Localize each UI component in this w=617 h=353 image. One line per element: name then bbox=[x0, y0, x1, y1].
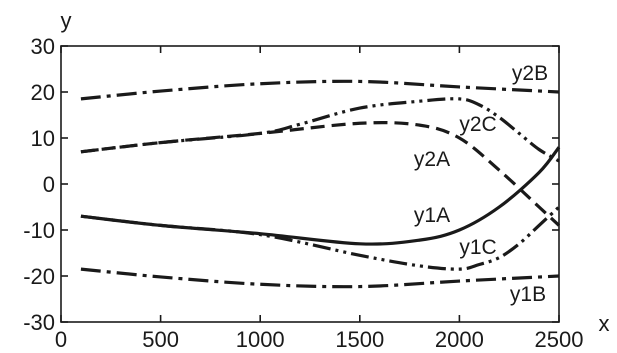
y-tick-label: -10 bbox=[23, 218, 55, 243]
x-tick-label: 1500 bbox=[335, 327, 384, 352]
series-line-y2a bbox=[80, 121, 561, 227]
series-line-y2b bbox=[80, 79, 560, 101]
series-line-y1b bbox=[80, 267, 560, 289]
x-tick-label: 500 bbox=[142, 327, 179, 352]
series-line-y1c bbox=[80, 205, 561, 271]
y-tick-label: -30 bbox=[23, 310, 55, 335]
x-tick-label: 0 bbox=[55, 327, 67, 352]
series-line-y2c bbox=[80, 97, 560, 163]
series-label-y1a: y1A bbox=[414, 204, 450, 227]
y-tick-label: 30 bbox=[31, 34, 55, 59]
x-tick-label: 1000 bbox=[236, 327, 285, 352]
series-label-y1c: y1C bbox=[459, 236, 496, 259]
x-tick-label: 2000 bbox=[435, 327, 484, 352]
series-label-y2a: y2A bbox=[414, 148, 450, 171]
y-axis-title: y bbox=[61, 8, 72, 33]
y-tick-label: 10 bbox=[31, 126, 55, 151]
series-line-y1a bbox=[80, 146, 561, 246]
x-axis-title: x bbox=[599, 311, 610, 336]
axes-layer: -30 -20 -10 0 10 20 30 0 500 1000 1500 2000 2500 y x bbox=[23, 8, 609, 352]
series-label-y2c: y2C bbox=[459, 113, 496, 136]
y-tick-label: 20 bbox=[31, 80, 55, 105]
y-tick-label: 0 bbox=[43, 172, 55, 197]
x-tick-label: 2500 bbox=[535, 327, 584, 352]
series-label-y1b: y1B bbox=[510, 283, 546, 306]
label-layer: y2B y2C y2A y1A y1C y1B bbox=[414, 62, 548, 306]
series-layer bbox=[80, 79, 561, 289]
series-label-y2b: y2B bbox=[512, 62, 548, 85]
y-tick-label: -20 bbox=[23, 264, 55, 289]
